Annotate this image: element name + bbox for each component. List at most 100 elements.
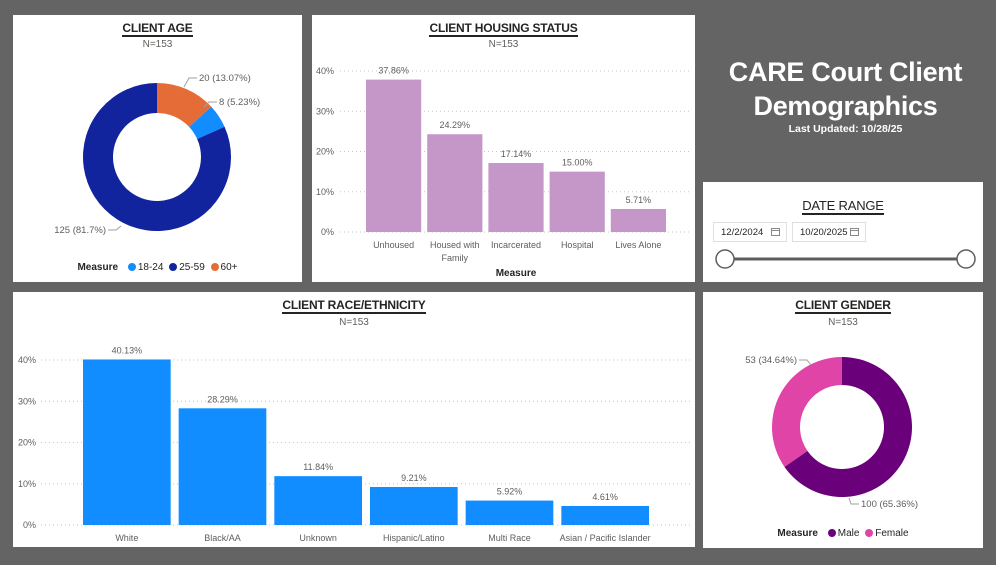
client-race-title: CLIENT RACE/ETHNICITY <box>282 298 426 314</box>
date-range-slider[interactable] <box>703 244 983 274</box>
client-housing-bar-chart: 0% 10% 20% 30% 40% 37.86% Unhoused 24.29% Housed… <box>316 66 692 279</box>
data-label-black-aa: 28.29% <box>207 394 238 404</box>
donut-slice-male <box>784 357 912 497</box>
donut-slice-female <box>772 357 842 467</box>
data-label-housed-with-family: 24.29% <box>440 120 471 130</box>
bar-hospital <box>549 171 605 232</box>
client-gender-panel: CLIENT GENDER N=153 100 (65.36%) 53 (34.6… <box>703 292 983 548</box>
data-label-lives-alone: 5.71% <box>626 195 652 205</box>
slider-end-handle[interactable] <box>956 249 976 269</box>
leader-line-female <box>799 359 812 366</box>
y-tick-label: 10% <box>316 187 334 197</box>
bar-unknown <box>274 476 362 525</box>
legend-dot-18-24 <box>127 263 136 271</box>
data-label-25-59: 125 (81.7%) <box>54 225 106 236</box>
data-label-white: 40.13% <box>112 345 143 355</box>
leader-line-18-24 <box>203 101 217 108</box>
y-tick-label: 30% <box>18 396 36 406</box>
data-label-hispanic-latino: 9.21% <box>401 473 427 483</box>
data-label-60: 20 (13.07%) <box>199 73 251 84</box>
x-tick-label-hospital: Hospital <box>561 240 594 250</box>
client-gender-n-label: N=153 <box>828 317 858 328</box>
client-race-bar-chart: 0% 10% 20% 30% 40% 40.13% White 28.29% Black/AA 1… <box>18 345 691 543</box>
dashboard-title-line2: Demographics <box>753 91 938 121</box>
legend-dot-female <box>865 529 874 537</box>
y-tick-label: 40% <box>316 66 334 76</box>
calendar-icon[interactable] <box>771 228 780 236</box>
x-tick-label-multi-race: Multi Race <box>488 533 531 543</box>
start-date-input[interactable]: 12/2/2024 <box>713 222 787 242</box>
legend-item-18-24[interactable]: 18-24 <box>125 262 163 273</box>
y-tick-label: 20% <box>316 147 334 157</box>
data-label-female: 53 (34.64%) <box>745 355 797 366</box>
x-tick-label-unhoused: Unhoused <box>373 240 414 250</box>
data-label-asian-pacific-islander: 4.61% <box>592 492 618 502</box>
bar-black-aa <box>178 408 267 525</box>
client-age-title: CLIENT AGE <box>122 21 193 37</box>
slider-start-handle[interactable] <box>715 249 735 269</box>
data-label-incarcerated: 17.14% <box>501 149 532 159</box>
legend-dot-male <box>827 529 836 537</box>
bar-unhoused <box>366 79 422 233</box>
legend-title: Measure <box>777 528 818 539</box>
leader-line-60 <box>183 77 197 88</box>
leader-line-25-59 <box>108 225 122 231</box>
bar-multi-race <box>465 500 554 525</box>
x-tick-label-housed-with-family: Housed with <box>430 240 480 250</box>
donut-slice-18-24 <box>189 106 225 140</box>
end-date-input[interactable]: 10/20/2025 <box>792 222 866 242</box>
client-housing-n-label: N=153 <box>488 39 519 50</box>
dashboard-header: CARE Court Client Demographics Last Upda… <box>703 55 988 135</box>
bar-white <box>83 359 171 525</box>
bar-asian-pacific-islander <box>561 505 649 525</box>
data-label-male: 100 (65.36%) <box>861 499 918 510</box>
client-age-n-label: N=153 <box>142 39 173 50</box>
bar-hispanic-latino <box>370 487 458 525</box>
date-range-title: DATE RANGE <box>802 198 884 215</box>
client-age-panel: CLIENT AGE N=153 20 (13.07%) 8 (5.23%) 125… <box>13 15 302 282</box>
last-updated-label: Last Updated: 10/28/25 <box>788 123 903 135</box>
leader-line-male <box>848 497 859 505</box>
data-label-unknown: 11.84% <box>303 462 333 472</box>
y-tick-label: 30% <box>316 106 334 116</box>
legend-item-60-plus[interactable]: 60+ <box>208 262 238 273</box>
legend-item-male[interactable]: Male <box>825 528 859 539</box>
x-tick-label-housed-with-family: Family <box>442 253 469 263</box>
y-tick-label: 10% <box>18 479 36 489</box>
legend-item-25-59[interactable]: 25-59 <box>166 262 205 273</box>
client-housing-title: CLIENT HOUSING STATUS <box>429 21 578 37</box>
y-tick-label: 40% <box>18 355 36 365</box>
bar-lives-alone <box>610 209 666 232</box>
client-gender-legend: Measure Male Female <box>703 528 983 539</box>
client-housing-panel: CLIENT HOUSING STATUS N=153 0% 10% 20% 30% 4… <box>312 15 695 282</box>
x-tick-label-black-aa: Black/AA <box>204 533 241 543</box>
donut-slice-60 <box>157 83 212 128</box>
client-age-donut-chart: 20 (13.07%) 8 (5.23%) 125 (81.7%) <box>54 73 260 236</box>
bar-housed-with-family <box>427 134 483 232</box>
data-label-hospital: 15.00% <box>562 158 593 168</box>
x-tick-label-asian-pacific-islander: Asian / Pacific Islander <box>560 533 651 543</box>
x-tick-label-incarcerated: Incarcerated <box>491 240 541 250</box>
donut-slice-25-59 <box>83 83 232 232</box>
client-gender-donut-chart: 100 (65.36%) 53 (34.64%) <box>745 355 918 510</box>
legend-title: Measure <box>77 262 119 273</box>
legend-dot-60-plus <box>210 263 219 271</box>
x-tick-label-white: White <box>115 533 138 543</box>
y-tick-label: 0% <box>23 520 36 530</box>
y-tick-label: 0% <box>321 227 334 237</box>
x-tick-label-hispanic-latino: Hispanic/Latino <box>383 533 445 543</box>
calendar-icon[interactable] <box>850 228 859 236</box>
x-tick-label-lives-alone: Lives Alone <box>615 240 661 250</box>
bar-incarcerated <box>488 163 544 232</box>
client-age-legend: Measure 18-24 25-59 60+ <box>13 262 302 273</box>
y-tick-label: 20% <box>18 438 36 448</box>
data-label-18-24: 8 (5.23%) <box>219 97 260 108</box>
legend-item-female[interactable]: Female <box>862 528 909 539</box>
client-race-panel: CLIENT RACE/ETHNICITY N=153 0% 10% 20% 30% 4… <box>13 292 695 547</box>
x-axis-title: Measure <box>496 268 537 279</box>
client-gender-title: CLIENT GENDER <box>795 298 891 314</box>
dashboard-title-line1: CARE Court Client <box>728 57 963 87</box>
client-race-n-label: N=153 <box>339 317 369 328</box>
data-label-multi-race: 5.92% <box>497 487 523 497</box>
data-label-unhoused: 37.86% <box>378 66 409 76</box>
